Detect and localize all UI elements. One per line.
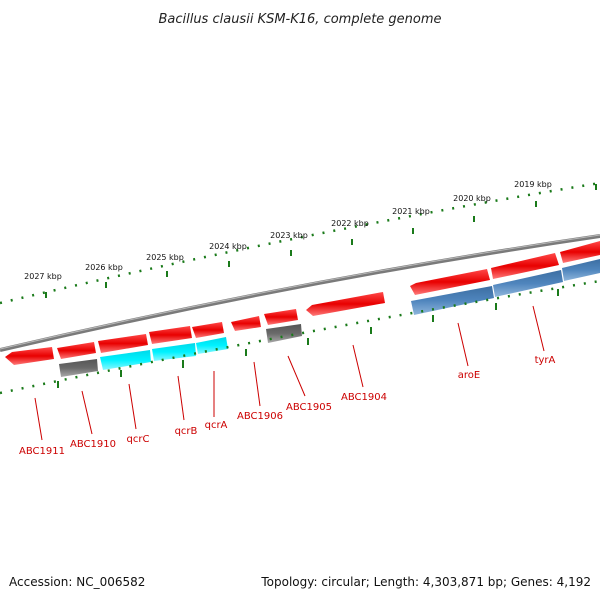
gene-label-qcrb: qcrB [175, 426, 198, 437]
scale-label-2024: 2024 kbp [209, 242, 247, 251]
scale-label-2021: 2021 kbp [392, 207, 430, 216]
gene-tyra[interactable] [491, 253, 559, 279]
scale-label-2020: 2020 kbp [453, 194, 491, 203]
genome-backbone-highlight [0, 234, 600, 350]
inner-major-ticks [57, 289, 559, 388]
gene-qcra[interactable] [192, 322, 224, 338]
scale-label-2027: 2027 kbp [24, 272, 62, 281]
scale-label-2025: 2025 kbp [146, 253, 184, 262]
forward-genes [5, 241, 600, 365]
genome-backbone [0, 234, 600, 352]
gene-pseudo-1[interactable] [59, 359, 98, 377]
gene-label-abc1911: ABC1911 [19, 446, 65, 457]
gene-abc1906[interactable] [231, 316, 261, 331]
gene-qcrc-reverse[interactable] [100, 350, 151, 370]
gene-next-reverse[interactable] [562, 259, 600, 281]
gene-label-abc1905: ABC1905 [286, 402, 332, 413]
gene-label-qcra: qcrA [205, 420, 228, 431]
gene-qcrc[interactable] [98, 334, 148, 353]
gene-label-abc1904: ABC1904 [341, 392, 387, 403]
outer-major-ticks [45, 184, 597, 298]
gene-label-abc1906: ABC1906 [237, 411, 283, 422]
scale-label-2023: 2023 kbp [270, 231, 308, 240]
gene-label-aroe: aroE [458, 370, 480, 381]
gene-aroe[interactable] [410, 269, 490, 295]
map-title: Bacillus clausii KSM-K16, complete genom… [158, 12, 441, 27]
gene-label-qcrc: qcrC [127, 434, 150, 445]
topology-text: Topology: circular; Length: 4,303,871 bp… [260, 575, 591, 589]
label-leaders [34, 305, 545, 441]
scale-label-2026: 2026 kbp [85, 263, 123, 272]
gene-tyra-reverse[interactable] [493, 270, 563, 297]
inner-scale-dots [0, 279, 600, 395]
gene-qcrb[interactable] [149, 326, 192, 344]
gene-label-tyra: tyrA [535, 355, 556, 366]
gene-next-forward[interactable] [560, 241, 600, 263]
scale-label-2022: 2022 kbp [331, 219, 369, 228]
gene-abc1904[interactable] [306, 292, 385, 316]
gene-qcra-reverse[interactable] [196, 337, 228, 354]
gene-aroe-reverse[interactable] [411, 286, 494, 315]
scale-label-2019: 2019 kbp [514, 180, 552, 189]
gene-abc1905[interactable] [264, 309, 298, 325]
gene-label-abc1910: ABC1910 [70, 439, 116, 450]
accession-text: Accession: NC_006582 [9, 575, 145, 589]
gene-pseudo-2[interactable] [266, 324, 302, 343]
gene-abc1911[interactable] [5, 347, 54, 365]
gene-abc1910[interactable] [57, 342, 96, 359]
